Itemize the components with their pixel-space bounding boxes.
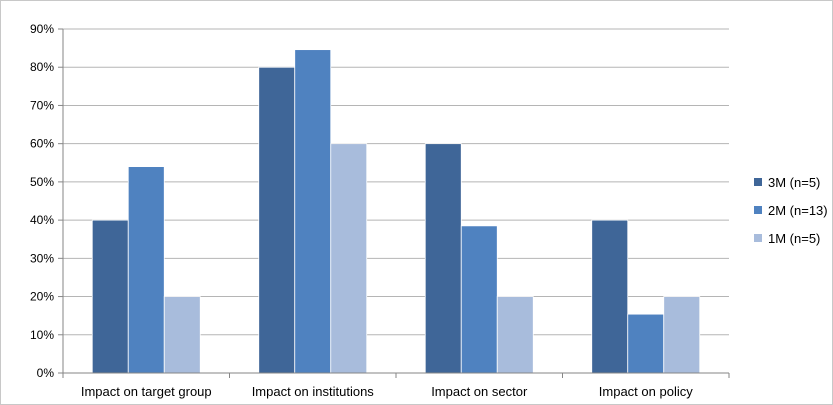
x-category-label: Impact on institutions: [252, 384, 375, 399]
x-axis-labels: Impact on target group Impact on institut…: [81, 384, 693, 399]
bar: [91, 219, 129, 374]
y-tick-label: 70%: [30, 98, 54, 112]
bar: [496, 296, 534, 374]
axes: [58, 28, 730, 378]
bars: [91, 49, 701, 374]
bar: [460, 225, 498, 374]
y-tick-label: 50%: [30, 175, 54, 189]
y-tick-label: 60%: [30, 137, 54, 151]
bar: [627, 313, 665, 374]
x-category-label: Impact on policy: [599, 384, 693, 399]
legend-label: 3M (n=5): [768, 175, 820, 190]
y-tick-label: 90%: [30, 22, 54, 36]
bar: [127, 166, 165, 374]
x-category-label: Impact on sector: [431, 384, 528, 399]
legend-swatch: [754, 178, 762, 186]
y-tick-label: 0%: [37, 366, 55, 380]
bar: [163, 296, 201, 374]
legend-label: 1M (n=5): [768, 231, 820, 246]
bar: [330, 143, 368, 374]
legend-swatch: [754, 234, 762, 242]
bar: [294, 49, 332, 374]
legend: 3M (n=5) 2M (n=13) 1M (n=5): [754, 175, 828, 246]
y-tick-label: 30%: [30, 251, 54, 265]
bar: [591, 219, 629, 374]
y-tick-label: 10%: [30, 328, 54, 342]
y-tick-label: 20%: [30, 290, 54, 304]
legend-swatch: [754, 206, 762, 214]
y-axis-ticks: 0% 10% 20% 30% 40% 50% 60% 70% 80% 90%: [30, 22, 54, 380]
x-category-label: Impact on target group: [81, 384, 212, 399]
legend-label: 2M (n=13): [768, 203, 828, 218]
bar: [663, 296, 701, 374]
y-tick-label: 80%: [30, 60, 54, 74]
y-tick-label: 40%: [30, 213, 54, 227]
bar: [258, 66, 296, 374]
bar: [424, 143, 462, 374]
